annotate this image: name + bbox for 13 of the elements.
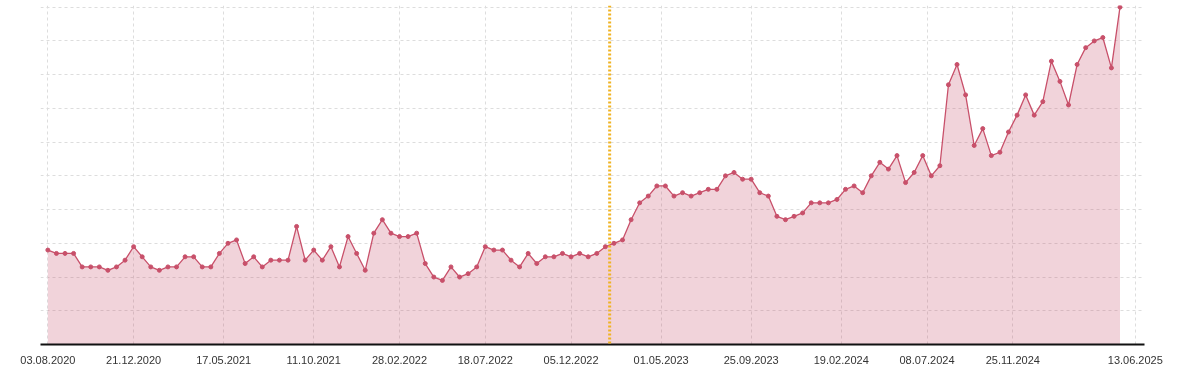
x-tick-label: 05.12.2022	[543, 353, 599, 366]
x-tick-label: 03.08.2020	[20, 353, 76, 366]
x-tick-label: 19.02.2024	[813, 353, 869, 366]
x-tick-label: 25.09.2023	[723, 353, 779, 366]
x-tick-label: 21.12.2020	[106, 353, 162, 366]
x-tick-label: 08.07.2024	[899, 353, 955, 366]
x-tick-label: 28.02.2022	[371, 353, 428, 366]
x-tick-label: 18.07.2022	[457, 353, 513, 366]
x-tick-label: 25.11.2024	[985, 353, 1040, 366]
x-tick-label: 13.06.2025	[1107, 353, 1163, 366]
x-tick-label: 17.05.2021	[196, 353, 252, 366]
x-tick-label: 11.10.2021	[286, 353, 341, 366]
x-tick-label: 01.05.2023	[633, 353, 689, 366]
